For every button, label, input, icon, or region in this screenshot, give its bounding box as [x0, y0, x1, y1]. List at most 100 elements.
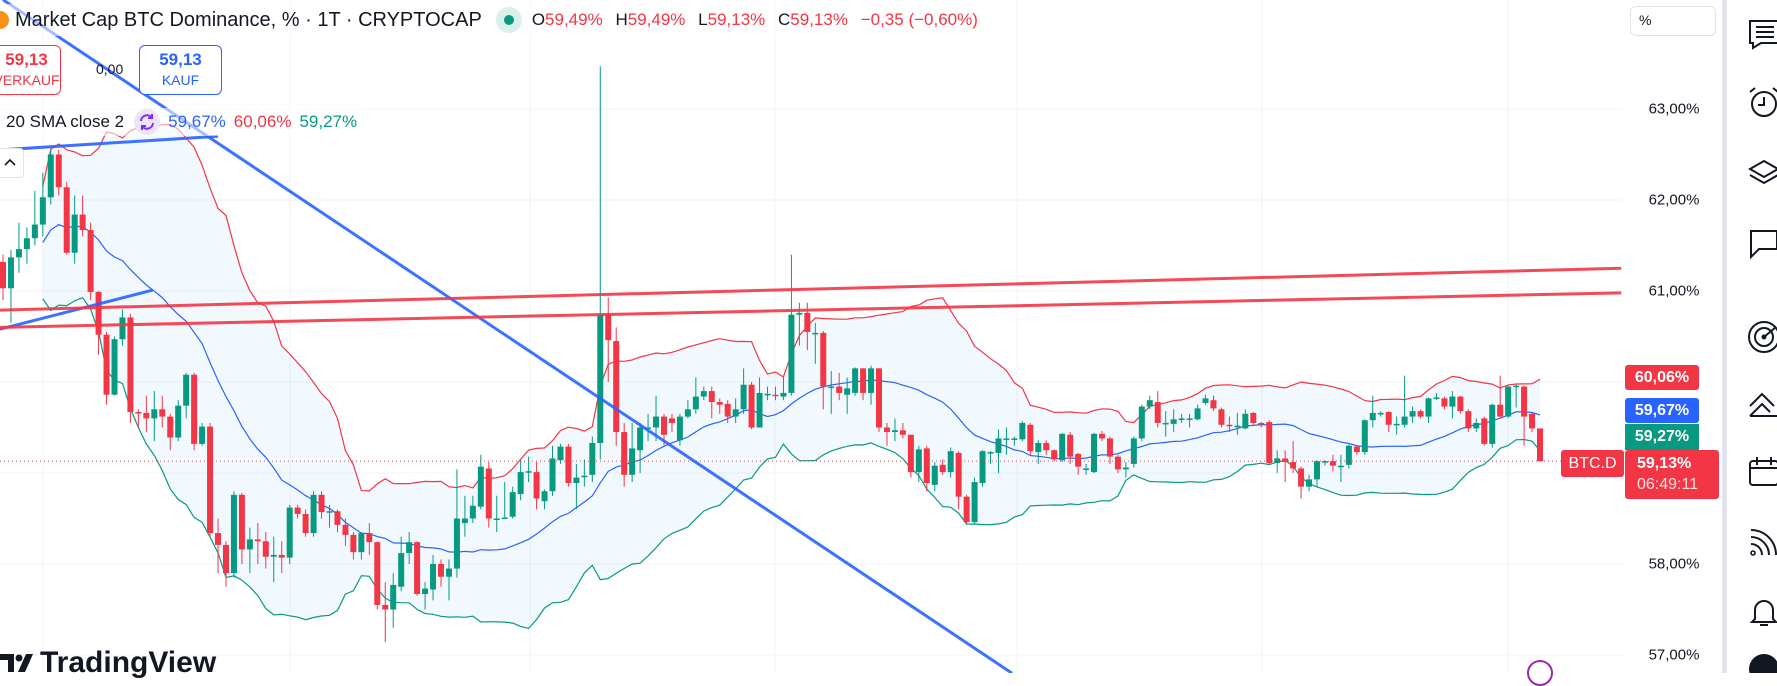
logo-text: TradingView	[40, 646, 217, 679]
watchlist-icon[interactable]	[1747, 17, 1777, 51]
target-icon[interactable]	[1747, 320, 1777, 354]
candle	[79, 195, 86, 237]
candle	[326, 504, 333, 528]
open-label: O	[531, 10, 546, 29]
trendline-blue[interactable]	[0, 288, 154, 331]
symbol-legend: Market Cap BTC Dominance, % · 1T · CRYPT…	[0, 4, 984, 36]
candle-body	[103, 334, 110, 395]
candle	[1537, 428, 1543, 462]
candle	[430, 554, 437, 601]
low-label: L	[698, 10, 708, 29]
candle-body	[191, 374, 198, 444]
candle-body	[804, 312, 811, 332]
candle-body	[1481, 418, 1488, 444]
candle-body	[262, 541, 269, 557]
candle-body	[621, 432, 628, 475]
candle	[406, 532, 413, 564]
candle-body	[1106, 438, 1113, 457]
candle-body	[1314, 461, 1321, 480]
indicator-legend[interactable]: 20 SMA close 2 59,67% 60,06% 59,27%	[0, 108, 364, 136]
last-price: 59,13%	[1637, 455, 1692, 472]
price-tick-label: 57,00%	[1648, 646, 1700, 664]
market-status-icon[interactable]	[495, 7, 522, 33]
candle	[477, 454, 484, 510]
calendar-icon[interactable]	[1747, 454, 1777, 488]
candle-body	[334, 511, 341, 525]
candle-body	[1122, 467, 1129, 470]
chat-icon[interactable]	[1747, 227, 1777, 261]
candle	[653, 395, 660, 442]
candle	[1361, 419, 1368, 455]
candle-body	[1449, 396, 1456, 407]
candle	[175, 400, 182, 442]
candle	[1027, 422, 1034, 455]
candle	[613, 327, 620, 446]
sell-button[interactable]: 59,13 VERKAUF	[0, 45, 61, 95]
candle	[270, 536, 277, 583]
bar-countdown: 06:49:11	[1637, 476, 1699, 493]
collapse-legend-button[interactable]	[0, 148, 24, 178]
candle-body	[55, 154, 62, 188]
candle	[31, 190, 38, 246]
candle-body	[382, 604, 389, 610]
candle-body	[1210, 400, 1217, 409]
bitcoin-logo-icon	[0, 11, 9, 29]
candle	[1194, 404, 1201, 421]
trendline-blue[interactable]	[0, 134, 219, 152]
candle	[1083, 463, 1090, 475]
candle-body	[1385, 412, 1392, 425]
candle	[350, 532, 357, 560]
candle-body	[812, 332, 819, 335]
indicator-name[interactable]: 20 SMA close 2	[6, 112, 125, 131]
candle-body	[215, 533, 222, 545]
candle	[1003, 427, 1010, 455]
candle-body	[0, 261, 6, 289]
candle	[7, 250, 14, 323]
candle-body	[445, 568, 452, 577]
alarm-clock-icon[interactable]	[1747, 85, 1777, 119]
tradingview-logo[interactable]: TradingView	[0, 646, 216, 680]
trendline-red[interactable]	[0, 266, 1622, 312]
trendline-red[interactable]	[0, 291, 1622, 329]
candle	[748, 382, 755, 430]
candle	[899, 422, 906, 439]
candle-body	[199, 426, 206, 444]
scroll-to-realtime-icon[interactable]	[1527, 660, 1553, 686]
price-tick-label: 58,00%	[1648, 555, 1700, 573]
candle	[1377, 411, 1384, 417]
candle-body	[1465, 411, 1472, 429]
candle-body	[111, 339, 118, 395]
notifications-icon[interactable]	[1747, 595, 1777, 629]
candle	[1138, 404, 1145, 442]
candle-body	[1250, 412, 1257, 423]
ideas-icon[interactable]	[1747, 386, 1777, 420]
candle	[87, 222, 94, 301]
symbol-title[interactable]: Market Cap BTC Dominance, % · 1T · CRYPT…	[15, 8, 482, 31]
candle	[923, 445, 930, 492]
buy-button[interactable]: 59,13 KAUF	[139, 45, 222, 95]
candle-body	[1067, 434, 1074, 457]
stream-icon[interactable]	[1747, 525, 1777, 559]
candle	[836, 372, 843, 401]
candle-body	[915, 449, 922, 473]
candle	[1385, 411, 1392, 433]
candle	[1130, 436, 1137, 468]
candle	[461, 495, 468, 537]
candle-body	[1011, 438, 1018, 440]
candle-body	[1409, 411, 1416, 417]
candle-body	[1194, 408, 1201, 420]
candle	[883, 422, 890, 446]
close-value: 59,13%	[790, 10, 848, 29]
candle	[15, 222, 22, 273]
help-icon[interactable]	[1747, 652, 1777, 673]
price-axis-unit-button[interactable]: %	[1630, 6, 1716, 36]
layers-icon[interactable]	[1747, 156, 1777, 190]
low-value: 59,13%	[707, 10, 766, 29]
candle	[756, 377, 763, 428]
candle	[533, 462, 540, 510]
candle	[1043, 440, 1050, 455]
candle-body	[1218, 409, 1225, 425]
candle-body	[278, 554, 285, 558]
candle-body	[987, 452, 994, 454]
